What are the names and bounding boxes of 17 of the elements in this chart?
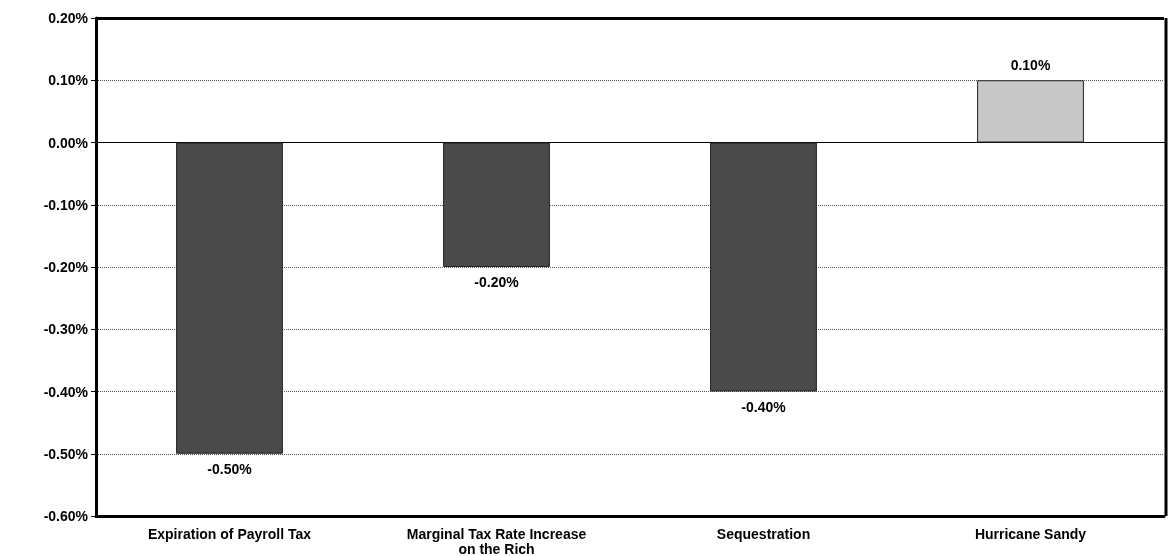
y-tick-label: -0.30% — [43, 321, 89, 338]
y-tick-label: -0.50% — [43, 445, 89, 462]
y-tick-label: 0.00% — [48, 134, 89, 151]
data-label: 0.10% — [1010, 57, 1051, 74]
x-tick-label: Sequestration — [716, 525, 811, 542]
y-tick-label: -0.20% — [43, 259, 89, 275]
y-tick-label: -0.60% — [43, 508, 89, 524]
x-tick-label: Expiration of Payroll Tax — [147, 525, 312, 542]
x-tick-label: Marginal Tax Rate Increase on the Rich — [406, 525, 587, 556]
y-tick-label: 0.10% — [48, 72, 89, 89]
x-tick-label: Hurricane Sandy — [974, 525, 1087, 542]
data-label: -0.50% — [207, 460, 253, 477]
data-label: -0.20% — [474, 274, 520, 290]
y-tick-label: -0.10% — [43, 196, 89, 213]
y-tick-label: 0.20% — [48, 10, 89, 26]
y-tick-label: -0.40% — [43, 383, 89, 400]
data-label: -0.40% — [741, 398, 787, 415]
